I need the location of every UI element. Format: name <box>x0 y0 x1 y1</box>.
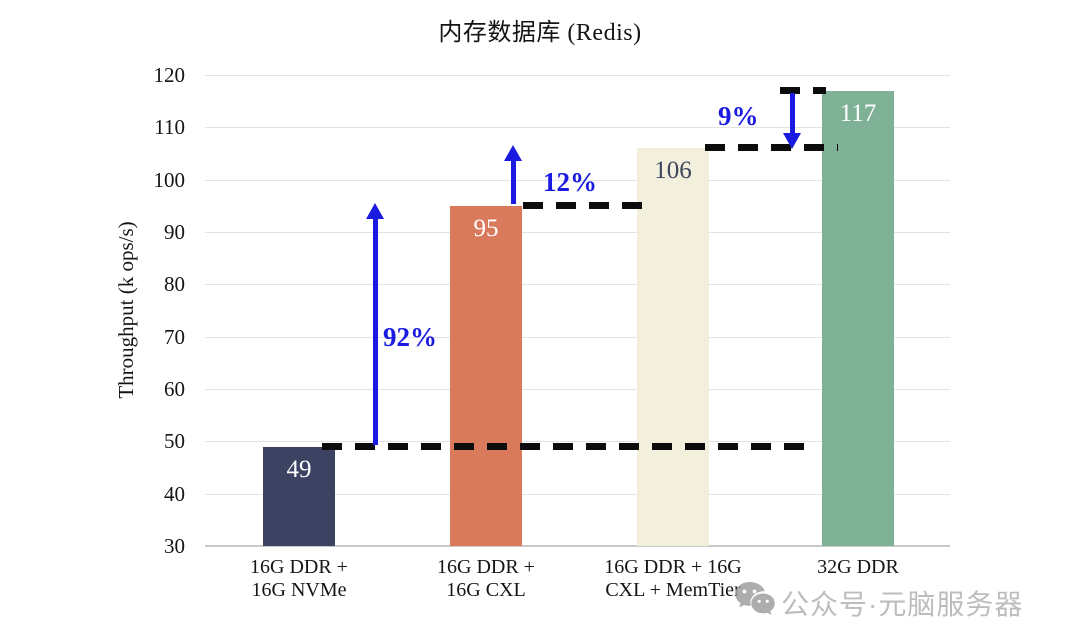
bar <box>263 446 335 546</box>
dashed-reference-line <box>780 86 826 94</box>
y-tick-label: 50 <box>164 429 185 454</box>
bar-value-label: 106 <box>654 157 692 185</box>
percent-gain-label: 12% <box>543 167 597 197</box>
bar <box>637 148 709 546</box>
y-tick-label: 70 <box>164 324 185 349</box>
arrow-line <box>789 92 795 135</box>
arrow-down-head <box>783 133 801 150</box>
y-tick-label: 30 <box>164 534 185 558</box>
bar-value-label: 95 <box>473 214 499 242</box>
gridline <box>205 284 950 286</box>
y-tick-label: 80 <box>164 272 185 297</box>
x-category-label: 32G DDR <box>817 556 899 578</box>
gridline <box>205 179 950 181</box>
x-category-label: 16G DDR + 16G CXL + MemTier <box>604 556 742 601</box>
x-axis-line <box>205 545 950 547</box>
bar-value-label: 49 <box>286 455 312 483</box>
bar <box>822 90 894 546</box>
dashed-reference-line <box>705 144 838 152</box>
y-tick-label: 60 <box>164 377 185 401</box>
gridline <box>205 75 950 76</box>
gridline <box>205 493 950 495</box>
arrow-line <box>510 159 516 204</box>
arrow-line <box>372 216 378 445</box>
gridline <box>205 336 950 338</box>
arrow-up-head <box>504 145 522 162</box>
dashed-reference-line <box>523 201 650 209</box>
chart-title: 内存数据库 (Redis) <box>438 20 642 46</box>
percent-gain-label: 92% <box>383 322 437 352</box>
bar <box>450 205 522 546</box>
y-tick-label: 110 <box>154 115 185 140</box>
y-tick-label: 100 <box>153 167 186 192</box>
gridline <box>205 232 950 233</box>
y-tick-label: 120 <box>153 63 186 87</box>
x-category-label: 16G DDR + 16G CXL <box>437 556 535 601</box>
watermark-text: 公众号·元脑服务器 <box>781 588 1024 620</box>
y-axis-title: Throughput (k ops/s) <box>114 221 138 399</box>
percent-gain-label: 9% <box>718 101 759 131</box>
gridline <box>205 441 950 443</box>
x-category-label: 16G DDR + 16G NVMe <box>250 556 348 601</box>
y-tick-label: 40 <box>164 481 185 506</box>
arrow-up-head <box>366 202 384 219</box>
dashed-reference-line <box>322 442 813 450</box>
watermark: 公众号·元脑服务器 <box>733 580 1023 625</box>
y-tick-label: 90 <box>164 220 185 244</box>
gridline <box>205 127 950 129</box>
bar-value-label: 117 <box>839 99 877 127</box>
wechat-icon <box>733 580 775 625</box>
gridline <box>205 389 950 390</box>
